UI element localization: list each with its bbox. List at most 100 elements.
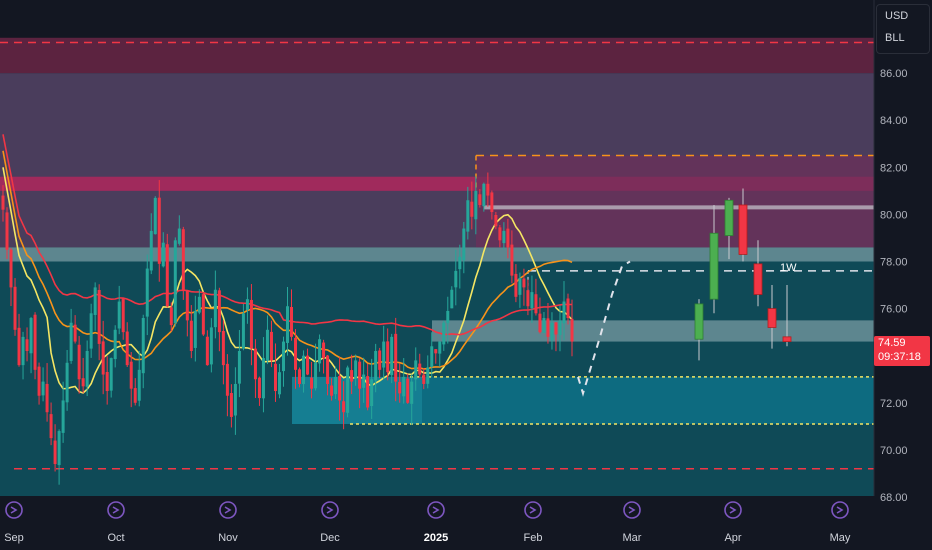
daily-candle-body [434,349,438,354]
daily-candle-body [165,244,169,307]
event-icon [529,506,537,514]
daily-candle-body [482,183,486,207]
daily-candle-body [498,227,502,241]
daily-candle-body [350,370,354,382]
daily-candle-body [406,378,410,403]
daily-candle-body [386,341,390,373]
daily-candle-body [398,381,402,394]
daily-candle-body [21,336,25,366]
daily-candle-body [277,372,281,395]
daily-candle-body [314,362,318,389]
daily-candle-body [13,286,17,330]
daily-candle-body [157,197,161,264]
event-icon [831,501,849,519]
event-icon [427,501,445,519]
daily-candle-body [550,322,554,341]
daily-candle-body [462,228,466,261]
daily-candle-body [490,192,494,213]
event-icon [729,506,737,514]
daily-candle-body [81,378,85,387]
daily-candle-body [113,329,117,360]
y-axis-tick-label: 76.00 [880,304,908,316]
daily-candle-body [161,242,165,267]
daily-candle-body [73,324,77,342]
daily-candle-body [362,374,366,388]
daily-candle-body [290,306,294,337]
daily-candle-body [117,301,121,329]
daily-candle-body [153,197,157,235]
daily-candle-body [133,388,137,403]
x-axis-tick-label: Mar [623,532,642,544]
weekly-candle-body [709,232,719,300]
daily-candle-body [241,313,245,349]
x-axis-tick-label: May [830,532,851,544]
daily-candle-body [249,299,253,349]
zone-band [0,37,874,74]
daily-candle-body [338,375,342,401]
daily-candle-body [265,329,269,361]
daily-candle-body [426,367,430,384]
daily-candle-body [330,385,334,396]
y-axis-tick-label: 78.00 [880,257,908,269]
daily-candle-body [77,344,81,380]
daily-candle-body [237,350,241,384]
daily-candle-body [109,358,113,391]
daily-candle-body [93,287,97,315]
x-axis-tick-label: Feb [524,532,543,544]
y-axis-tick-label: 84.00 [880,115,908,127]
unit-label: BLL [885,32,905,44]
weekly-candle-body [767,308,777,328]
daily-candle-body [229,393,233,417]
event-icon [219,501,237,519]
daily-candle-body [298,369,302,384]
daily-candle-body [137,369,141,401]
weekly-candle-body [782,336,792,342]
daily-candle-body [125,331,129,366]
daily-candle-body [49,414,53,439]
daily-candle-body [189,320,193,351]
daily-candle-body [402,376,406,397]
daily-candle-body [390,336,394,376]
daily-candle-body [514,273,518,297]
daily-candle-body [382,341,386,368]
event-icon [524,501,542,519]
daily-candle-body [269,331,273,361]
daily-candle-body [294,337,298,370]
daily-candle-body [181,229,185,290]
daily-candle-body [61,400,65,433]
daily-candle-body [470,201,474,217]
zone-band [432,320,874,342]
currency-unit-selector[interactable]: USD BLL [876,4,930,54]
x-axis-tick-label: Dec [320,532,340,544]
daily-candle-body [554,322,558,335]
daily-candle-body [534,294,538,314]
daily-candle-body [370,379,374,407]
last-price-value: 74.59 [878,337,906,349]
daily-candle-body [45,383,49,413]
event-icon [326,506,334,514]
daily-candle-body [253,348,257,380]
daily-candle-body [474,190,478,220]
daily-candle-body [570,318,574,342]
y-axis-tick-label: 70.00 [880,445,908,457]
daily-candle-body [129,361,133,389]
event-icon [724,501,742,519]
weekly-candle-body [753,263,763,295]
daily-candle-body [149,230,153,271]
daily-candle-body [438,341,442,354]
daily-candle-body [217,290,221,333]
daily-candle-body [121,298,125,333]
daily-candle-body [97,290,101,344]
daily-candle-body [101,341,105,375]
daily-candle-body [281,341,285,372]
event-icon [224,506,232,514]
daily-candle-body [17,327,21,366]
price-axis-panel [874,0,932,550]
daily-candle-body [310,377,314,389]
daily-candle-body [197,296,201,313]
daily-candle-body [566,298,570,319]
daily-candle-body [518,277,522,295]
x-axis-tick-label: Nov [218,532,238,544]
daily-candle-body [261,358,265,399]
